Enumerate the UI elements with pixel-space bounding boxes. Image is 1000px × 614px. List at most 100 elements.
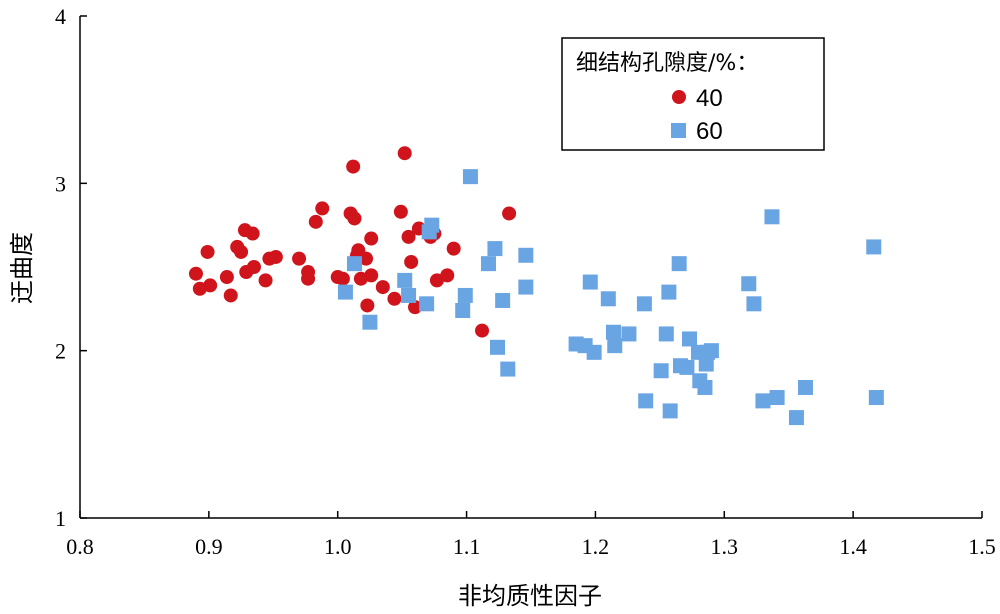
data-point-60 bbox=[671, 256, 687, 272]
x-tick-label: 1.4 bbox=[839, 534, 867, 559]
data-point-60 bbox=[362, 314, 378, 330]
x-tick-label: 1.0 bbox=[324, 534, 352, 559]
legend-marker-40 bbox=[672, 90, 686, 104]
data-point-60 bbox=[697, 379, 713, 395]
x-tick-label: 1.3 bbox=[711, 534, 739, 559]
data-point-60 bbox=[658, 326, 674, 342]
data-point-40 bbox=[387, 291, 402, 306]
data-point-60 bbox=[755, 393, 771, 409]
data-point-60 bbox=[679, 359, 695, 375]
y-tick-label: 3 bbox=[55, 171, 66, 196]
legend-box bbox=[561, 37, 825, 151]
data-point-60 bbox=[457, 287, 473, 303]
data-points bbox=[188, 146, 884, 426]
legend: 细结构孔隙度/%： 40 60 bbox=[561, 37, 825, 151]
data-point-60 bbox=[769, 390, 785, 406]
x-axis-title: 非均质性因子 bbox=[458, 582, 602, 610]
data-point-60 bbox=[495, 292, 511, 308]
x-tick-label: 1.5 bbox=[968, 534, 996, 559]
data-point-60 bbox=[518, 279, 534, 295]
data-point-40 bbox=[440, 268, 455, 283]
data-point-60 bbox=[741, 276, 757, 292]
x-tick-label: 0.9 bbox=[195, 534, 223, 559]
legend-marker-60 bbox=[671, 123, 686, 138]
legend-label-60: 60 bbox=[696, 118, 723, 145]
data-point-60 bbox=[698, 356, 714, 372]
data-point-60 bbox=[586, 344, 602, 360]
data-point-60 bbox=[582, 274, 598, 290]
data-point-60 bbox=[607, 338, 623, 354]
data-point-60 bbox=[500, 361, 516, 377]
data-point-60 bbox=[337, 284, 353, 300]
axes: 0.8 0.9 1.0 1.1 1.2 1.3 1.4 1.5 1 2 3 4 bbox=[55, 4, 996, 559]
x-tick-label: 1.2 bbox=[582, 534, 610, 559]
data-point-60 bbox=[489, 339, 505, 355]
y-tick-label: 2 bbox=[55, 339, 66, 364]
data-point-40 bbox=[200, 244, 215, 259]
data-point-40 bbox=[502, 206, 517, 221]
y-tick-label: 4 bbox=[55, 4, 66, 29]
data-point-40 bbox=[223, 288, 238, 303]
data-point-60 bbox=[455, 303, 471, 319]
legend-label-40: 40 bbox=[696, 85, 723, 112]
data-point-60 bbox=[636, 296, 652, 312]
data-point-40 bbox=[446, 241, 461, 256]
data-point-60 bbox=[518, 247, 534, 263]
data-point-60 bbox=[487, 241, 503, 257]
data-point-40 bbox=[315, 201, 330, 216]
data-point-60 bbox=[600, 291, 616, 307]
data-point-40 bbox=[292, 251, 307, 266]
data-point-60 bbox=[703, 343, 719, 359]
data-point-60 bbox=[419, 296, 435, 312]
data-point-40 bbox=[404, 254, 419, 269]
data-point-60 bbox=[638, 393, 654, 409]
data-point-40 bbox=[364, 231, 379, 246]
data-point-60 bbox=[866, 239, 882, 255]
data-point-40 bbox=[308, 214, 323, 229]
data-point-60 bbox=[681, 331, 697, 347]
legend-title: 细结构孔隙度/%： bbox=[576, 51, 758, 76]
data-point-60 bbox=[746, 296, 762, 312]
data-point-60 bbox=[764, 209, 780, 225]
x-tick-label: 0.8 bbox=[66, 534, 94, 559]
y-axis-title: 迂曲度 bbox=[8, 232, 36, 304]
data-point-40 bbox=[397, 146, 412, 161]
data-point-40 bbox=[359, 251, 374, 266]
data-point-40 bbox=[234, 244, 249, 259]
data-point-60 bbox=[653, 363, 669, 379]
data-point-40 bbox=[268, 249, 283, 264]
data-point-40 bbox=[401, 229, 416, 244]
data-point-40 bbox=[347, 211, 362, 226]
data-point-60 bbox=[346, 256, 362, 272]
data-point-60 bbox=[480, 256, 496, 272]
data-point-60 bbox=[621, 326, 637, 342]
data-point-60 bbox=[397, 272, 413, 288]
data-point-60 bbox=[797, 379, 813, 395]
data-point-60 bbox=[662, 403, 678, 419]
x-tick-label: 1.1 bbox=[453, 534, 481, 559]
data-point-40 bbox=[246, 260, 261, 274]
data-point-40 bbox=[301, 271, 316, 286]
data-point-60 bbox=[788, 410, 804, 426]
data-point-40 bbox=[203, 278, 218, 293]
data-point-40 bbox=[408, 300, 423, 315]
data-point-40 bbox=[393, 204, 408, 219]
data-point-60 bbox=[661, 284, 677, 300]
data-point-60 bbox=[462, 169, 478, 185]
data-point-40 bbox=[475, 323, 490, 338]
data-point-60 bbox=[868, 390, 884, 406]
data-point-40 bbox=[188, 266, 203, 281]
data-point-40 bbox=[258, 273, 273, 288]
data-point-40 bbox=[360, 298, 375, 313]
data-point-60 bbox=[605, 324, 621, 340]
data-point-40 bbox=[375, 280, 390, 295]
data-point-60 bbox=[401, 287, 417, 303]
data-point-40 bbox=[219, 270, 234, 285]
y-tick-label: 1 bbox=[55, 506, 66, 531]
data-point-60 bbox=[424, 217, 440, 233]
data-point-40 bbox=[245, 226, 260, 241]
data-point-40 bbox=[346, 159, 361, 174]
data-point-40 bbox=[335, 271, 350, 286]
data-point-40 bbox=[364, 268, 379, 283]
